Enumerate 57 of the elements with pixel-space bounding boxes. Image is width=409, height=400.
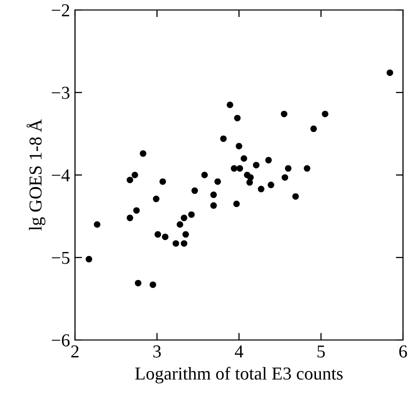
x-tick-label: 3: [153, 345, 161, 358]
point: [210, 192, 217, 198]
point: [176, 221, 184, 228]
point: [180, 240, 188, 247]
point: [133, 207, 140, 214]
point: [188, 211, 195, 218]
point: [386, 69, 394, 76]
point: [126, 176, 134, 184]
point: [236, 142, 242, 150]
point: [140, 150, 146, 157]
y-tick-label: −6: [52, 334, 70, 346]
point: [230, 165, 238, 172]
x-tick-label: 5: [318, 346, 325, 358]
point: [310, 126, 317, 132]
point: [258, 186, 264, 192]
point: [94, 221, 100, 228]
point: [292, 193, 299, 200]
point: [154, 231, 162, 238]
point: [236, 165, 244, 172]
point: [191, 187, 198, 194]
point: [246, 179, 253, 186]
point: [240, 155, 248, 162]
point: [214, 178, 221, 185]
x-tick-label: 6: [399, 345, 407, 358]
point: [268, 182, 274, 188]
point: [234, 114, 241, 122]
point: [201, 172, 208, 178]
point: [226, 102, 234, 108]
point: [180, 214, 188, 222]
point: [252, 162, 260, 168]
x-axis-title: Logarithm of total E3 counts: [135, 366, 343, 384]
point: [322, 110, 328, 118]
y-axis-title: lg GOES 1-8 Å: [26, 119, 46, 231]
point: [284, 165, 292, 172]
point: [134, 280, 142, 286]
point: [233, 200, 240, 208]
point: [152, 196, 160, 202]
point: [182, 231, 189, 238]
x-tick-label: 2: [71, 345, 79, 358]
point: [86, 256, 92, 262]
point: [172, 240, 180, 247]
x-tick-label: 4: [234, 346, 244, 358]
y-tick-label: −4: [52, 169, 70, 182]
y-tick-label: −5: [52, 252, 70, 264]
point: [162, 234, 168, 240]
y-tick-label: −2: [52, 4, 70, 16]
point: [210, 202, 217, 209]
point: [282, 174, 288, 181]
point: [159, 178, 166, 185]
point: [265, 156, 272, 164]
point: [132, 172, 138, 178]
point: [150, 281, 156, 288]
point: [220, 135, 227, 142]
point: [126, 214, 134, 222]
point: [280, 110, 288, 118]
y-tick-label: −3: [52, 86, 70, 99]
point: [304, 165, 310, 172]
